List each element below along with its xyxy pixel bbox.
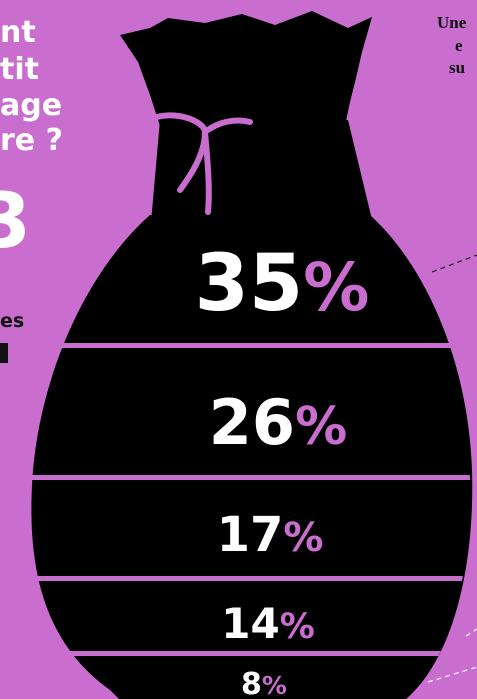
leader-line-2 xyxy=(465,628,477,637)
percentage-label-5: 8% xyxy=(241,667,287,699)
big-number-fragment: 3 xyxy=(0,176,31,265)
headline-fragment-3: age xyxy=(0,88,63,123)
caption-fragment: es xyxy=(0,310,25,332)
bag-crown xyxy=(120,11,372,130)
caption-fragment-bar xyxy=(0,343,8,363)
side-text-fragment-1: Une xyxy=(437,13,467,32)
leader-line-3 xyxy=(427,666,477,683)
percentage-label-1: 35% xyxy=(195,239,370,329)
bag-divider-1 xyxy=(27,343,471,348)
bag-divider-4 xyxy=(27,651,471,656)
percentage-label-2: 26% xyxy=(209,386,347,459)
leader-line-1 xyxy=(431,254,477,273)
headline-fragment-4: re ? xyxy=(0,123,63,158)
percentage-label-4: 14% xyxy=(221,599,315,648)
percentage-label-3: 17% xyxy=(217,507,324,563)
drawstring-loop-icon xyxy=(202,117,253,215)
headline-fragment-1: nt xyxy=(0,15,36,50)
side-text-fragment-3: su xyxy=(449,58,466,77)
headline-fragment-2: tit xyxy=(0,52,39,87)
side-text-fragment-2: e xyxy=(455,36,463,55)
bag-divider-2 xyxy=(27,475,471,480)
bag-divider-3 xyxy=(27,576,471,581)
